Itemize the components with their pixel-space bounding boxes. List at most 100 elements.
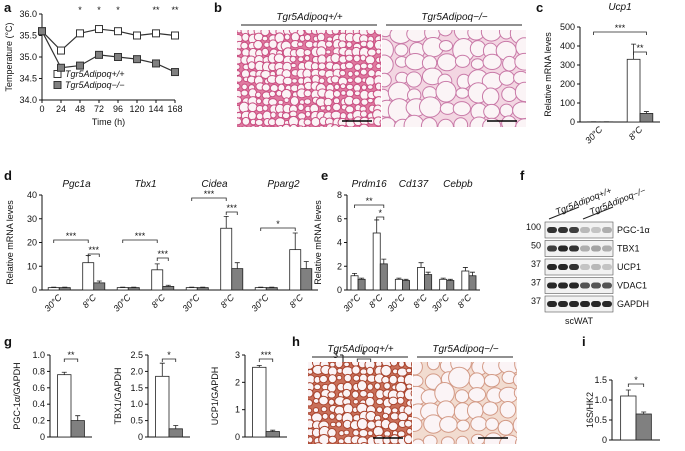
x-tick-label: 30°C (430, 292, 452, 314)
y-tick-label: 2 (235, 377, 240, 387)
adipocyte (426, 362, 440, 371)
y-tick-label: 3 (333, 350, 338, 360)
y-tick-label: 1.5 (594, 375, 607, 385)
x-tick-label: 8°C (411, 292, 429, 310)
blot-band (591, 282, 601, 289)
adipocyte (237, 125, 241, 127)
adipocyte (241, 116, 251, 126)
significance: * (116, 5, 120, 15)
blot-band (547, 301, 557, 307)
adipocyte (357, 126, 360, 127)
adipocyte (327, 427, 337, 438)
adipocyte (335, 421, 343, 428)
x-tick-label: 8°C (627, 124, 645, 142)
bar (620, 395, 637, 441)
y-tick-label: 0.2 (32, 416, 45, 426)
significance: ** (171, 5, 179, 15)
y-tick-label: 35.5 (19, 31, 37, 41)
error-bar (173, 425, 179, 429)
adipocyte (289, 123, 299, 127)
adipocyte (358, 123, 370, 127)
panel-label: g (4, 334, 12, 349)
y-tick-label: 30 (27, 214, 37, 224)
adipocyte (322, 446, 327, 451)
adipocyte (405, 383, 412, 390)
adipocyte (261, 83, 271, 92)
adipocyte (283, 33, 291, 41)
error-bar (359, 277, 365, 280)
error-bar (154, 263, 160, 270)
blot-band (602, 301, 612, 307)
adipocyte (345, 41, 353, 49)
adipocyte (318, 125, 325, 127)
y-tick-label: 1.0 (594, 395, 607, 405)
panel-label: e (321, 168, 328, 183)
adipocyte (406, 427, 412, 435)
adipocyte (411, 366, 412, 373)
adipocyte (499, 136, 512, 149)
adipocyte (358, 428, 369, 438)
error-bar (462, 267, 468, 271)
band-mw: 37 (531, 296, 541, 306)
x-tick-label: 8°C (287, 292, 305, 310)
adipocyte (303, 48, 312, 57)
adipocyte (413, 416, 423, 432)
adipocyte (436, 53, 458, 72)
bracket (87, 253, 100, 257)
group-label: Pparg2 (267, 179, 300, 190)
group-label: Cd137 (399, 179, 429, 190)
adipocyte (514, 81, 526, 103)
bar (162, 286, 175, 291)
error-bar (223, 215, 229, 229)
panel-label: i (582, 334, 586, 349)
adipocyte (383, 445, 389, 451)
adipocyte (515, 118, 526, 127)
y-axis-label: Relative mRNA leves (543, 32, 553, 117)
bracket (376, 216, 385, 220)
adipocyte (483, 373, 500, 388)
adipocyte (308, 388, 314, 398)
adipocyte (375, 443, 380, 444)
legend-marker (53, 81, 62, 89)
y-tick-label: 1.5 (130, 383, 143, 393)
adipocyte (253, 32, 264, 42)
adipocyte (308, 442, 314, 444)
x-tick-label: 30°C (583, 124, 605, 146)
marker (152, 59, 160, 68)
error-bar (303, 261, 309, 269)
y-tick-label: 36.0 (19, 9, 37, 19)
adipocyte (335, 413, 344, 422)
y-tick-label: 34.0 (19, 95, 37, 105)
adipocyte (379, 35, 381, 42)
adipocyte (351, 390, 360, 399)
adipocyte (268, 39, 278, 49)
y-tick-label: 0.6 (32, 383, 45, 393)
adipocyte (241, 83, 248, 91)
y-tick-label: 10 (27, 261, 37, 271)
adipocyte (468, 129, 489, 150)
x-axis-label: Time (h) (92, 117, 125, 127)
adipocyte (336, 374, 343, 381)
adipocyte (332, 90, 341, 98)
x-tick-label: 8°C (149, 292, 167, 310)
y-tick-label: 2 (337, 261, 342, 271)
significance: * (378, 208, 382, 218)
group-label: Cebpb (443, 179, 473, 190)
y-axis-label: PGC-1α/GAPDH (12, 362, 22, 429)
adipocyte (380, 83, 381, 90)
image-label: Tgr5Adipoq+/+ (327, 344, 393, 355)
error-bar (447, 278, 453, 281)
y-tick-label: 6 (337, 214, 342, 224)
panel-label: b (214, 0, 222, 15)
panel-label: d (4, 168, 12, 183)
adipocyte (455, 134, 472, 150)
adipocyte (406, 30, 427, 43)
adipocyte (319, 374, 328, 384)
adipocyte (281, 123, 292, 127)
adipocyte (289, 55, 297, 63)
y-tick-label: 0 (602, 435, 607, 445)
y-tick-label: 0 (235, 432, 240, 442)
adipocyte (470, 58, 485, 70)
y-tick-label: 4 (337, 238, 342, 248)
y-tick-label: 20 (27, 238, 37, 248)
